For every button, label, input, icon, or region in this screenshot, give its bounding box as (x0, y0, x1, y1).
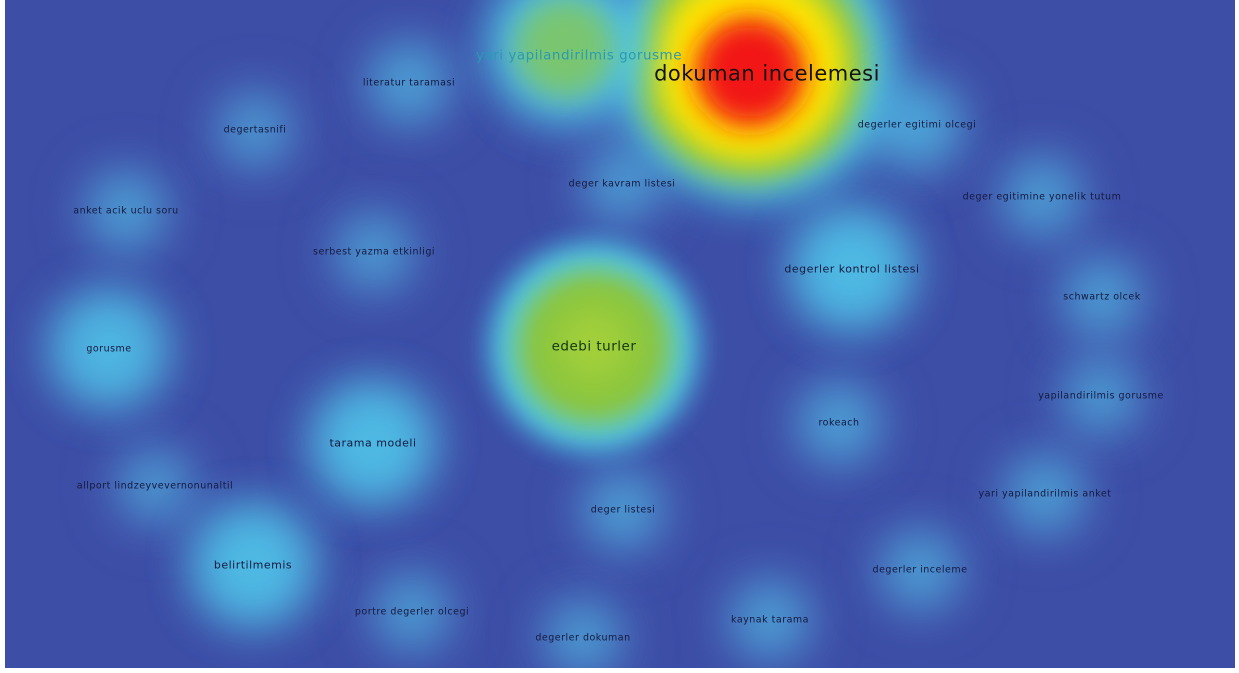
density-map: dokuman incelemesi yari yapilandirilmis g… (5, 0, 1235, 668)
density-blob-degerler-inceleme (881, 531, 959, 609)
density-blob-gorusme (49, 289, 169, 409)
density-blob-deger-egitimine-yonelik-tutum (1003, 158, 1081, 236)
term-label-yari-yapilandirilmis-gorusme: yari yapilandirilmis gorusme (475, 47, 683, 64)
density-layer (49, 0, 1141, 668)
term-label-allport-lindzeyvevernonunaltil: allport lindzeyvevernonunaltil (76, 480, 234, 492)
term-label-serbest-yazma-etkinligi: serbest yazma etkinligi (313, 246, 435, 258)
density-blob-deger-listesi (584, 471, 662, 549)
density-blob-yapilandirilmis-gorusme (1063, 358, 1139, 434)
density-blob-degerler-dokuman (545, 600, 621, 668)
term-label-degerler-kontrol-listesi: degerler kontrol listesi (784, 262, 920, 276)
term-label-gorusme: gorusme (86, 343, 132, 355)
term-label-portre-degerler-olcegi: portre degerler olcegi (354, 606, 470, 618)
term-label-yapilandirilmis-gorusme: yapilandirilmis gorusme (1038, 390, 1164, 402)
density-blob-degerler-kontrol-listesi (789, 206, 915, 332)
term-label-rokeach: rokeach (818, 417, 860, 429)
term-label-dokuman-incelemesi: dokuman incelemesi (654, 61, 880, 86)
term-label-edebi-turler: edebi turler (551, 338, 637, 355)
density-blob-edebi-turler-core (559, 310, 629, 380)
density-blob-serbest-yazma-etkinligi (336, 214, 412, 290)
density-blob-portre-degerler-olcegi (374, 574, 450, 650)
term-label-yari-yapilandirilmis-anket: yari yapilandirilmis anket (978, 488, 1112, 500)
density-blob-rokeach (798, 382, 880, 464)
density-blob-tarama-modeli (310, 380, 436, 506)
density-blob-yari-yapilandirilmis-gorusme-mid (515, 0, 615, 98)
term-label-schwartz-olcek: schwartz olcek (1063, 291, 1141, 303)
term-label-anket-acik-uclu-soru: anket acik uclu soru (73, 205, 179, 217)
term-label-deger-kavram-listesi: deger kavram listesi (568, 178, 676, 190)
density-blob-schwartz-olcek (1063, 258, 1141, 336)
density-blob-kaynak-tarama (731, 581, 809, 659)
density-blob-deger-kavram-listesi (584, 146, 660, 222)
term-label-degertasnifi: degertasnifi (223, 124, 287, 136)
term-label-degerler-dokuman: degerler dokuman (535, 632, 631, 644)
term-label-degerler-inceleme: degerler inceleme (872, 564, 968, 576)
term-label-kaynak-tarama: kaynak tarama (731, 614, 809, 626)
density-blob-belirtilmemis (190, 502, 316, 628)
density-blob-degerler-egitimi-olcegi (872, 80, 962, 170)
term-label-belirtilmemis: belirtilmemis (213, 558, 293, 572)
term-label-deger-listesi: deger listesi (590, 504, 656, 516)
density-blob-anket-acik-uclu-soru (87, 172, 165, 250)
density-blob-yari-yapilandirilmis-anket (1006, 455, 1084, 533)
density-blob-degertasnifi (219, 94, 291, 166)
term-label-deger-egitimine-yonelik-tutum: deger egitimine yonelik tutum (962, 191, 1122, 203)
density-blob-dokuman-incelemesi-peak (695, 17, 805, 127)
density-blob-literatur-taramasi (368, 42, 450, 124)
term-label-literatur-taramasi: literatur taramasi (362, 77, 456, 89)
term-label-degerler-egitimi-olcegi: degerler egitimi olcegi (857, 119, 977, 131)
term-label-tarama-modeli: tarama modeli (329, 436, 417, 450)
density-blob-allport-lindzeyvevernonunaltil (119, 450, 191, 522)
